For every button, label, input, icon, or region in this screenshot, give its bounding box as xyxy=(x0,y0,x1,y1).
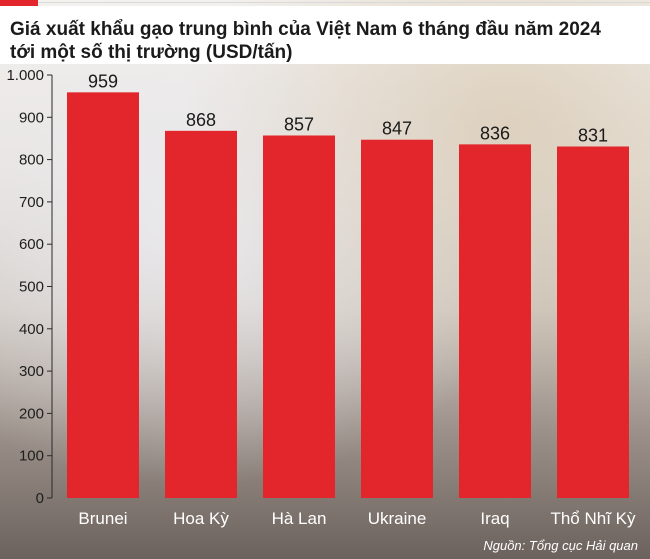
bar-value-label: 847 xyxy=(382,119,412,139)
bar-value-label: 836 xyxy=(480,123,510,143)
bar xyxy=(67,92,139,498)
top-rule xyxy=(38,2,650,3)
bar xyxy=(165,130,237,498)
y-tick-label: 200 xyxy=(19,405,44,422)
accent-bar xyxy=(0,0,38,6)
bar-value-label: 959 xyxy=(88,71,118,91)
x-category-label: Thổ Nhĩ Kỳ xyxy=(550,509,636,528)
chart-title: Giá xuất khẩu gạo trung bình của Việt Na… xyxy=(10,18,640,64)
title-line-1: Giá xuất khẩu gạo trung bình của Việt Na… xyxy=(10,19,601,40)
x-category-label: Ukraine xyxy=(368,509,427,528)
y-tick-label: 100 xyxy=(19,448,44,465)
title-line-2: tới một số thị trường (USD/tấn) xyxy=(10,42,293,63)
title-block: Giá xuất khẩu gạo trung bình của Việt Na… xyxy=(0,6,650,64)
y-tick-label: 300 xyxy=(19,363,44,380)
bar xyxy=(459,144,531,498)
bar-value-label: 857 xyxy=(284,114,314,134)
y-tick-label: 400 xyxy=(19,321,44,338)
y-tick-label: 0 xyxy=(36,490,44,507)
y-tick-label: 500 xyxy=(19,279,44,296)
x-category-label: Iraq xyxy=(480,509,509,528)
bar xyxy=(263,135,335,498)
bar-value-label: 868 xyxy=(186,110,216,130)
source-note: Nguồn: Tổng cục Hải quan xyxy=(483,538,638,553)
y-tick-label: 600 xyxy=(19,236,44,253)
bar xyxy=(361,139,433,498)
y-tick-label: 700 xyxy=(19,194,44,211)
y-tick-label: 1.000 xyxy=(6,67,44,84)
bar xyxy=(557,146,629,498)
x-category-label: Hoa Kỳ xyxy=(173,509,229,528)
y-tick-label: 900 xyxy=(19,109,44,126)
x-category-label: Hà Lan xyxy=(272,509,327,528)
bar-value-label: 831 xyxy=(578,125,608,145)
y-tick-label: 800 xyxy=(19,152,44,169)
x-category-label: Brunei xyxy=(78,509,127,528)
